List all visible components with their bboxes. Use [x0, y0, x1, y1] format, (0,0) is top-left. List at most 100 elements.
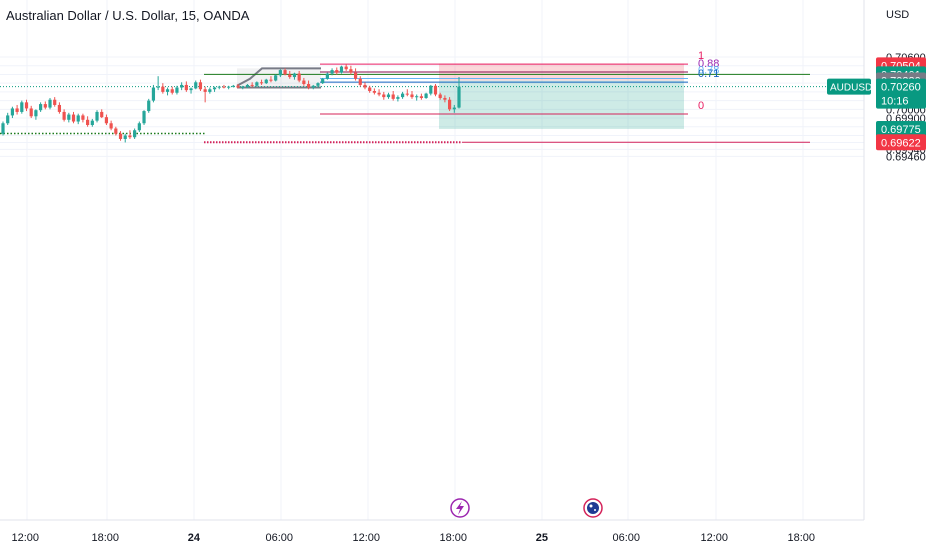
- candle[interactable]: [123, 135, 127, 139]
- candle[interactable]: [452, 107, 456, 110]
- candle[interactable]: [429, 85, 433, 94]
- candle[interactable]: [386, 94, 391, 98]
- candle[interactable]: [39, 104, 43, 111]
- candle[interactable]: [264, 79, 268, 84]
- candle[interactable]: [363, 84, 367, 88]
- candle[interactable]: [447, 99, 452, 110]
- candle[interactable]: [104, 117, 109, 124]
- candle[interactable]: [306, 84, 311, 88]
- candle[interactable]: [180, 84, 184, 88]
- candle[interactable]: [217, 86, 221, 88]
- candle[interactable]: [208, 89, 212, 92]
- candle[interactable]: [236, 85, 240, 88]
- candle[interactable]: [269, 79, 273, 81]
- candle[interactable]: [245, 84, 250, 87]
- candle[interactable]: [405, 93, 409, 95]
- candle[interactable]: [382, 94, 386, 98]
- candle[interactable]: [231, 85, 235, 87]
- candle[interactable]: [48, 99, 52, 108]
- candle[interactable]: [212, 87, 217, 90]
- candle[interactable]: [133, 130, 137, 138]
- candle[interactable]: [278, 70, 282, 76]
- candle[interactable]: [339, 66, 344, 73]
- candle[interactable]: [161, 86, 165, 92]
- candle[interactable]: [316, 83, 320, 86]
- candle[interactable]: [203, 89, 207, 92]
- candle[interactable]: [353, 72, 358, 79]
- candle[interactable]: [198, 82, 203, 90]
- candle[interactable]: [114, 128, 118, 134]
- candle[interactable]: [128, 135, 132, 138]
- candle[interactable]: [1, 123, 5, 134]
- candle[interactable]: [400, 93, 405, 98]
- candle[interactable]: [137, 123, 141, 131]
- candle[interactable]: [415, 96, 419, 98]
- candle[interactable]: [241, 86, 245, 88]
- candle[interactable]: [15, 108, 19, 112]
- candle[interactable]: [344, 66, 348, 70]
- candle[interactable]: [443, 97, 447, 100]
- candle[interactable]: [67, 114, 71, 120]
- candle[interactable]: [433, 85, 438, 95]
- candle[interactable]: [147, 100, 151, 112]
- candle[interactable]: [349, 69, 353, 73]
- candle[interactable]: [194, 82, 198, 89]
- candle[interactable]: [288, 74, 292, 78]
- candle[interactable]: [6, 115, 10, 124]
- candle[interactable]: [24, 102, 29, 109]
- candle[interactable]: [283, 70, 287, 75]
- candle[interactable]: [29, 108, 33, 117]
- candle[interactable]: [175, 87, 179, 93]
- candle[interactable]: [410, 94, 414, 98]
- candle[interactable]: [274, 75, 278, 81]
- candle[interactable]: [302, 80, 306, 85]
- candle[interactable]: [330, 70, 334, 74]
- candle[interactable]: [424, 93, 428, 98]
- candle[interactable]: [255, 82, 259, 86]
- candle[interactable]: [368, 87, 372, 92]
- candle[interactable]: [118, 133, 123, 139]
- candle[interactable]: [321, 78, 325, 84]
- candle[interactable]: [419, 96, 423, 98]
- candle[interactable]: [438, 94, 442, 98]
- candle[interactable]: [43, 104, 47, 108]
- candle[interactable]: [109, 123, 113, 129]
- candle[interactable]: [311, 85, 315, 88]
- candle[interactable]: [250, 84, 254, 86]
- candle[interactable]: [142, 111, 146, 124]
- candle[interactable]: [76, 115, 80, 122]
- candle[interactable]: [86, 119, 90, 126]
- candle[interactable]: [10, 108, 15, 116]
- candle[interactable]: [358, 78, 362, 85]
- candle[interactable]: [90, 120, 94, 126]
- candle[interactable]: [222, 86, 226, 88]
- candle[interactable]: [189, 88, 193, 91]
- candle[interactable]: [100, 111, 104, 118]
- candle[interactable]: [156, 86, 160, 88]
- candle[interactable]: [457, 86, 461, 108]
- candle[interactable]: [297, 73, 301, 81]
- candle[interactable]: [57, 104, 62, 112]
- candle[interactable]: [20, 102, 24, 112]
- candle[interactable]: [53, 99, 57, 105]
- candle[interactable]: [165, 89, 170, 92]
- candle[interactable]: [71, 114, 76, 122]
- candle[interactable]: [151, 87, 156, 101]
- candle[interactable]: [259, 82, 264, 84]
- candle[interactable]: [292, 73, 297, 78]
- candle[interactable]: [377, 92, 381, 95]
- candle[interactable]: [184, 84, 188, 91]
- candle[interactable]: [95, 111, 99, 121]
- candle[interactable]: [372, 91, 376, 93]
- candle[interactable]: [325, 73, 329, 79]
- candle[interactable]: [34, 110, 38, 117]
- candle[interactable]: [391, 94, 395, 99]
- candle[interactable]: [170, 89, 174, 93]
- candle[interactable]: [227, 86, 231, 88]
- candle[interactable]: [81, 115, 85, 120]
- candle[interactable]: [62, 111, 66, 120]
- candle[interactable]: [335, 70, 339, 73]
- take-profit-zone[interactable]: [439, 80, 684, 129]
- candle[interactable]: [396, 97, 400, 99]
